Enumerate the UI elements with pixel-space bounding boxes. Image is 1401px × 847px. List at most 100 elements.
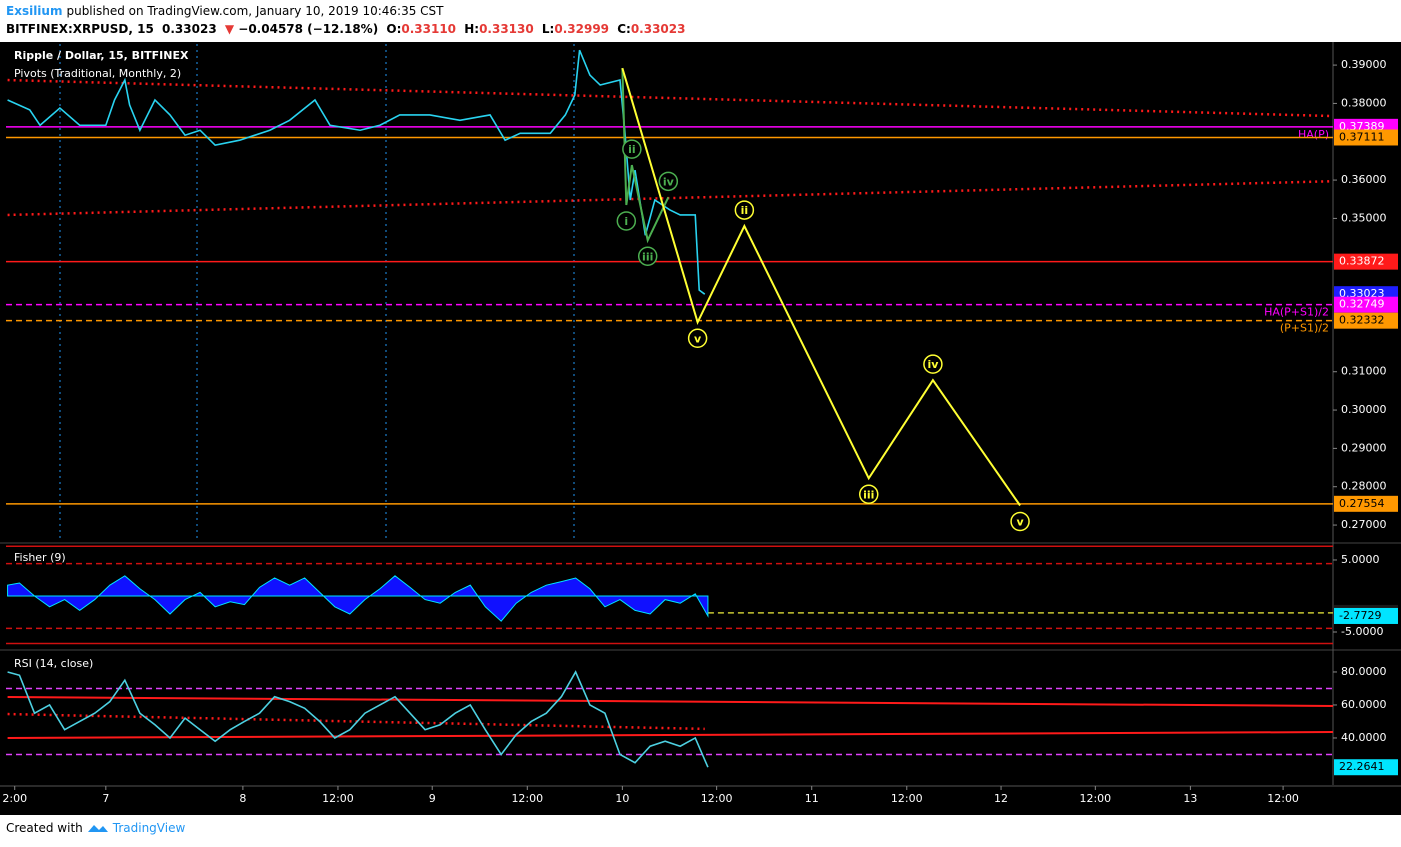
trend-line: [7, 696, 1333, 707]
x-tick-label: 12:00: [1267, 792, 1299, 805]
y-tick-label: 0.38000: [1341, 96, 1387, 109]
y-tick-label: 5.0000: [1341, 553, 1380, 566]
price-label: 22.2641: [1339, 760, 1385, 773]
wave-label: v: [694, 332, 702, 345]
ohlc-key: H:: [464, 22, 480, 36]
published: published on TradingView.com, January 10…: [66, 4, 444, 18]
trend-line: [7, 78, 1333, 118]
y-tick-label: 60.0000: [1341, 698, 1387, 711]
symbol-line: BITFINEX:XRPUSD, 15 0.33023 ▼ −0.04578 (…: [6, 22, 689, 36]
price-label: 0.37111: [1339, 130, 1385, 143]
level-text: HA(P): [1298, 128, 1329, 141]
level-text: HA(P+S1)/2: [1264, 306, 1329, 319]
price-label: 0.32332: [1339, 314, 1385, 327]
y-tick-label: 0.29000: [1341, 441, 1387, 454]
brand[interactable]: TradingView: [112, 821, 186, 835]
price-label-box: [1334, 759, 1398, 776]
x-tick-label: 12:00: [891, 792, 923, 805]
indicator-area: [7, 575, 709, 622]
price-label: 0.32749: [1339, 298, 1385, 311]
chart-background: [0, 42, 1401, 815]
y-tick-label: 0.27000: [1341, 518, 1387, 531]
x-tick-label: 12:00: [701, 792, 733, 805]
y-tick-label: 0.35000: [1341, 211, 1387, 224]
wave-label: ii: [741, 204, 749, 217]
x-tick-label: 10: [615, 792, 629, 805]
ohlc-key: C:: [617, 22, 631, 36]
price-label: -2.7729: [1339, 609, 1381, 622]
price-label-box: [1334, 129, 1398, 146]
x-tick-label: 9: [429, 792, 436, 805]
y-tick-label: 0.30000: [1341, 403, 1387, 416]
trend-line: [7, 179, 1333, 217]
wave-label: ii: [628, 143, 636, 156]
y-tick-label: 40.0000: [1341, 731, 1387, 744]
wave-line: [621, 68, 670, 244]
ohlc-value: 0.33130: [479, 22, 534, 36]
x-tick-label: 12:00: [322, 792, 354, 805]
y-tick-label: 0.39000: [1341, 58, 1387, 71]
wave-line: [621, 67, 1021, 507]
trend-line: [7, 731, 1333, 739]
ohlc-value: 0.33023: [630, 22, 686, 36]
wave-label: iii: [863, 488, 874, 501]
price-label-box: [1334, 495, 1398, 512]
y-tick-label: 80.0000: [1341, 665, 1387, 678]
price-label-box: [1334, 253, 1398, 270]
wave-label-circle: [637, 246, 658, 267]
wave-label-circle: [923, 354, 943, 374]
ohlc-key: L:: [541, 22, 555, 36]
price-label: 0.27554: [1339, 497, 1385, 510]
session-lines: [59, 44, 575, 540]
y-tick-label: -5.0000: [1341, 625, 1383, 638]
pane-title: RSI (14, close): [14, 657, 93, 670]
wave-label-circle: [622, 139, 642, 159]
pane-subtitle: Pivots (Traditional, Monthly, 2): [14, 67, 181, 80]
y-tick-label: 0.36000: [1341, 173, 1387, 186]
x-tick-label: 13: [1183, 792, 1197, 805]
price-label-box: [1334, 296, 1398, 313]
x-tick-label: 12: [994, 792, 1008, 805]
x-tick-label: 8: [239, 792, 246, 805]
wave-label-circle: [858, 484, 879, 505]
brand-logo: [87, 825, 108, 832]
change: −0.04578 (−12.18%): [238, 22, 379, 36]
ohlc-key: O:: [386, 22, 402, 36]
wave-label-circle: [658, 171, 679, 192]
level-text: (P+S1)/2: [1280, 322, 1329, 335]
price-label-box: [1334, 607, 1398, 624]
x-tick-label: 12:00: [1079, 792, 1111, 805]
price-label: 0.33872: [1339, 255, 1385, 268]
pane-title: Fisher (9): [14, 551, 66, 564]
footer-text: Created with: [6, 821, 83, 835]
ohlc-value: 0.33110: [401, 22, 457, 36]
wave-label: iv: [663, 175, 675, 188]
footer: Created with TradingView: [6, 821, 185, 835]
change-arrow: ▼: [224, 22, 235, 36]
x-tick-label: 11: [805, 792, 819, 805]
wave-label-circle: [687, 328, 708, 349]
y-tick-label: 0.28000: [1341, 480, 1387, 493]
wave-label: v: [1016, 516, 1024, 529]
pane-title: Ripple / Dollar, 15, BITFINEX: [14, 49, 189, 62]
author[interactable]: Exsilium: [6, 4, 63, 18]
symbol: BITFINEX:XRPUSD, 15: [6, 22, 154, 36]
last-price: 0.33023: [162, 22, 217, 36]
ohlc-value: 0.32999: [554, 22, 610, 36]
wave-label-circle: [616, 211, 637, 231]
y-tick-label: 0.31000: [1341, 365, 1387, 378]
x-tick-label: 12:00: [511, 792, 543, 805]
x-tick-label: 2:00: [2, 792, 27, 805]
x-tick-label: 7: [102, 792, 109, 805]
wave-label: i: [624, 215, 628, 228]
wave-label-circle: [1010, 511, 1030, 532]
publish-line: Exsilium published on TradingView.com, Ja…: [6, 4, 447, 18]
price-line: [7, 670, 709, 768]
wave-label: iv: [927, 358, 939, 371]
wave-label-circle: [734, 200, 755, 220]
price-label-box: [1334, 312, 1398, 329]
wave-label: iii: [642, 250, 653, 263]
price-line: [7, 49, 706, 295]
